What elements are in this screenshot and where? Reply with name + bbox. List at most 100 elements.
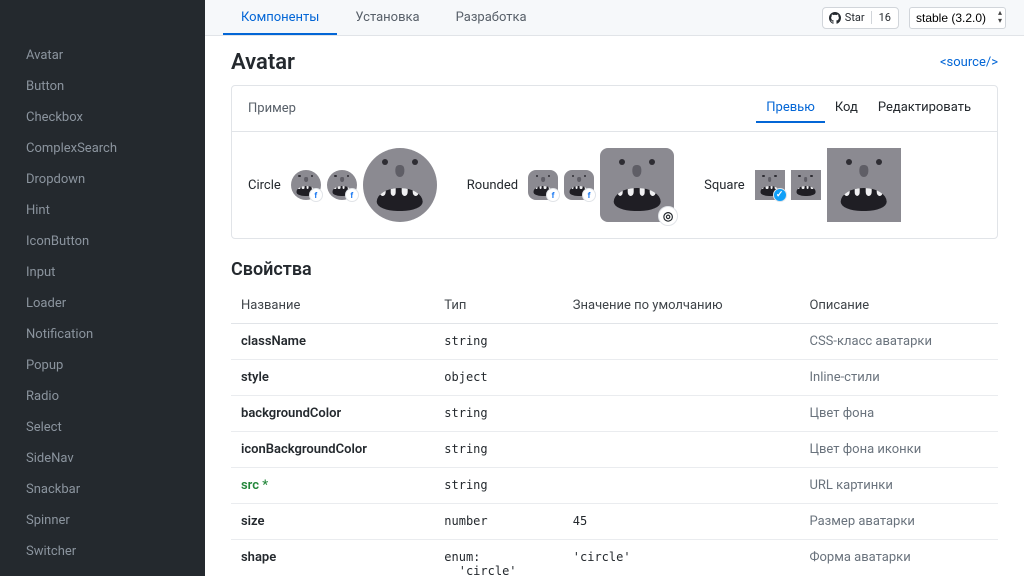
table-row: sizenumber45Размер аватарки: [231, 504, 998, 540]
table-header: Значение по умолчанию: [563, 288, 800, 324]
prop-type: object: [434, 360, 563, 396]
prop-name: style: [231, 360, 434, 396]
sidebar-item-sidenav[interactable]: SideNav: [0, 443, 205, 474]
sidebar-item-snackbar[interactable]: Snackbar: [0, 474, 205, 505]
prop-desc: Цвет фона: [799, 396, 998, 432]
facebook-badge-icon: f: [345, 188, 359, 202]
avatar-rounded-m: f: [564, 170, 594, 200]
main-area: КомпонентыУстановкаРазработка Star 16 st…: [205, 0, 1024, 576]
example-tab[interactable]: Превью: [756, 94, 825, 123]
avatar-shape-group-circle: Circle f f: [248, 148, 437, 222]
table-row: classNamestringCSS-класс аватарки: [231, 324, 998, 360]
table-row: shapeenum: 'circle''circle'Форма аватарк…: [231, 540, 998, 576]
avatar-circle-l: [363, 148, 437, 222]
sidebar-item-button[interactable]: Button: [0, 71, 205, 102]
prop-default: [563, 324, 800, 360]
avatar-rounded-s: f: [528, 170, 558, 200]
topnav-tab[interactable]: Установка: [337, 0, 437, 35]
sidebar-item-notification[interactable]: Notification: [0, 319, 205, 350]
prop-desc: Цвет фона иконки: [799, 432, 998, 468]
example-body: Circle f f Rounded f f ◎ Square ✓: [232, 131, 997, 238]
sidebar-item-complexsearch[interactable]: ComplexSearch: [0, 133, 205, 164]
instagram-badge-icon: ◎: [658, 206, 678, 226]
version-select[interactable]: stable (3.2.0): [909, 7, 1006, 29]
github-star-label: Star: [845, 11, 865, 24]
table-row: src *string URL картинки: [231, 468, 998, 504]
avatar-shape-group-rounded: Rounded f f ◎: [467, 148, 674, 222]
sidebar-item-tabs[interactable]: Tabs: [0, 567, 205, 576]
prop-type: number: [434, 504, 563, 540]
prop-desc: Форма аватарки: [799, 540, 998, 576]
prop-name: src *: [231, 468, 434, 504]
facebook-badge-icon: f: [582, 188, 596, 202]
properties-table: НазваниеТипЗначение по умолчаниюОписание…: [231, 288, 998, 576]
avatar-square-l: [827, 148, 901, 222]
example-tab[interactable]: Код: [825, 94, 868, 123]
shape-label: Circle: [248, 178, 281, 193]
sidebar-item-input[interactable]: Input: [0, 257, 205, 288]
avatar-square-s: ✓: [755, 170, 785, 200]
prop-name: className: [231, 324, 434, 360]
example-label: Пример: [248, 101, 296, 116]
prop-default: [563, 396, 800, 432]
sidebar: AvatarButtonCheckboxComplexSearchDropdow…: [0, 0, 205, 576]
source-link[interactable]: <source/>: [940, 55, 998, 70]
prop-desc: Inline-стили: [799, 360, 998, 396]
avatar-circle-s: f: [291, 170, 321, 200]
sidebar-item-select[interactable]: Select: [0, 412, 205, 443]
table-header: Название: [231, 288, 434, 324]
github-star-count: 16: [872, 11, 898, 24]
avatar-shape-group-square: Square ✓: [704, 148, 901, 222]
prop-default: [563, 432, 800, 468]
prop-desc: Размер аватарки: [799, 504, 998, 540]
sidebar-item-spinner[interactable]: Spinner: [0, 505, 205, 536]
properties-title: Свойства: [231, 259, 998, 280]
page-title: Avatar: [231, 50, 295, 75]
sidebar-item-avatar[interactable]: Avatar: [0, 40, 205, 71]
shape-label: Rounded: [467, 178, 518, 193]
prop-type: string: [434, 324, 563, 360]
prop-type: string: [434, 468, 563, 504]
verified-badge-icon: ✓: [773, 188, 787, 202]
sidebar-item-switcher[interactable]: Switcher: [0, 536, 205, 567]
github-icon: [829, 12, 841, 24]
sidebar-item-dropdown[interactable]: Dropdown: [0, 164, 205, 195]
avatar-square-m: [791, 170, 821, 200]
content: Avatar <source/> Пример ПревьюКодРедакти…: [205, 36, 1024, 576]
sidebar-item-checkbox[interactable]: Checkbox: [0, 102, 205, 133]
prop-default: [563, 360, 800, 396]
prop-default: 45: [563, 504, 800, 540]
topnav-tab[interactable]: Разработка: [438, 0, 545, 35]
prop-type: string: [434, 432, 563, 468]
prop-name: iconBackgroundColor: [231, 432, 434, 468]
shape-label: Square: [704, 178, 745, 193]
table-row: iconBackgroundColorstring Цвет фона иконк…: [231, 432, 998, 468]
sidebar-item-iconbutton[interactable]: IconButton: [0, 226, 205, 257]
table-row: backgroundColorstring Цвет фона: [231, 396, 998, 432]
sidebar-item-loader[interactable]: Loader: [0, 288, 205, 319]
topnav: КомпонентыУстановкаРазработка: [223, 0, 545, 35]
sidebar-item-hint[interactable]: Hint: [0, 195, 205, 226]
prop-name: backgroundColor: [231, 396, 434, 432]
topbar: КомпонентыУстановкаРазработка Star 16 st…: [205, 0, 1024, 36]
facebook-badge-icon: f: [546, 188, 560, 202]
github-star-widget[interactable]: Star 16: [822, 7, 899, 29]
sidebar-item-popup[interactable]: Popup: [0, 350, 205, 381]
table-row: styleobject Inline-стили: [231, 360, 998, 396]
prop-default: 'circle': [563, 540, 800, 576]
prop-type: string: [434, 396, 563, 432]
example-tab[interactable]: Редактировать: [868, 94, 981, 123]
table-header: Описание: [799, 288, 998, 324]
prop-default: [563, 468, 800, 504]
topnav-tab[interactable]: Компоненты: [223, 0, 337, 35]
prop-name: shape: [231, 540, 434, 576]
prop-type: enum: 'circle': [434, 540, 563, 576]
prop-desc: URL картинки: [799, 468, 998, 504]
avatar-rounded-l: ◎: [600, 148, 674, 222]
table-header: Тип: [434, 288, 563, 324]
facebook-badge-icon: f: [309, 188, 323, 202]
example-tabs: ПревьюКодРедактировать: [756, 94, 981, 123]
prop-name: size: [231, 504, 434, 540]
example-card: Пример ПревьюКодРедактировать CircleffRo…: [231, 85, 998, 239]
sidebar-item-radio[interactable]: Radio: [0, 381, 205, 412]
